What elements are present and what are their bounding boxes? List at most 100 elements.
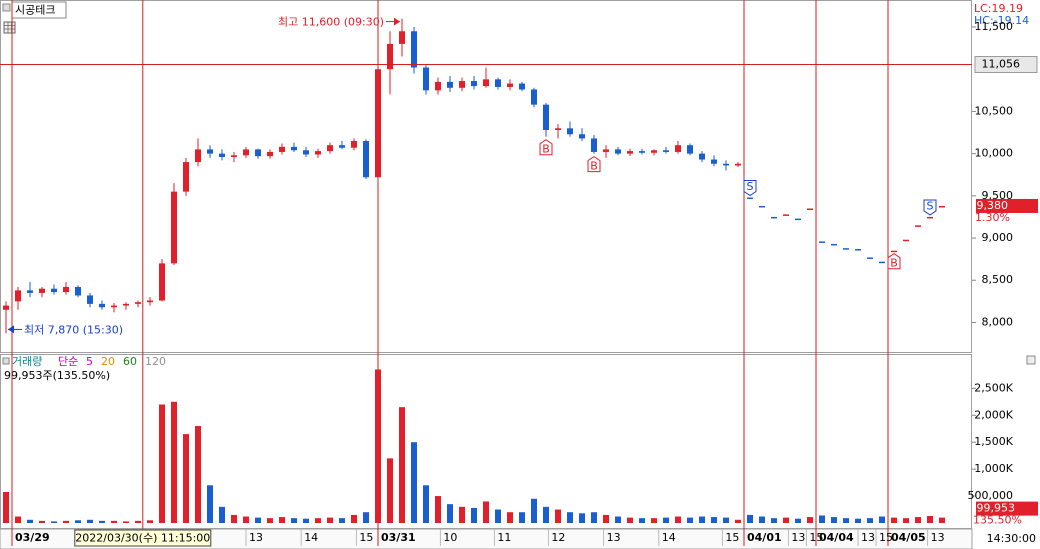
candle-body [99,303,105,308]
candle-body [867,257,873,259]
day-label: 04/05 [891,531,926,544]
candle-body [159,263,165,301]
candle-body [351,140,357,148]
volume-bar [411,442,417,523]
annotation-arrowhead [394,17,400,26]
volume-icon[interactable] [2,357,10,365]
candle-body [759,205,765,208]
volume-bar [483,501,489,523]
candle-body [399,31,405,44]
signal-marker [743,180,757,197]
volume-bar [315,518,321,523]
volume-bar [435,496,441,523]
hour-label: 13 [861,531,875,544]
day-label: 03/29 [15,531,50,544]
candle-body [387,43,393,70]
candle-body [639,151,645,153]
candle-body [675,145,681,152]
candle-body [27,290,33,293]
volume-bar [135,520,141,523]
y-tick-label: 10,000 [975,147,1014,160]
candle-body [459,81,465,88]
volume-bar [567,512,573,523]
volume-bar [375,369,381,523]
volume-bar [651,518,657,523]
volume-bar [219,506,225,523]
volume-bar [783,517,789,523]
close-icon[interactable] [1026,355,1036,365]
candle-body [531,89,537,105]
volume-bar [747,514,753,523]
candle-body [771,216,777,219]
volume-bar [327,517,333,523]
x-axis-strip [0,528,973,549]
hour-label: 15 [725,531,739,544]
candle-body [63,287,69,293]
price-panel [0,0,972,353]
ma-label: 단순 [58,355,78,368]
candle-body [123,303,129,306]
day-label: 03/31 [381,531,416,544]
volume-bar [495,509,501,523]
y-tick-label: 8,500 [982,273,1014,286]
candle-body [843,248,849,250]
panel-icon[interactable] [2,3,11,12]
volume-bar [711,517,717,523]
candle-body [615,149,621,154]
volume-bar [627,517,633,523]
volume-bar [243,516,249,523]
candle-body [855,249,861,251]
annotation-text: 최저 7,870 (15:30) [24,323,123,336]
volume-bar [423,485,429,523]
candle-body [435,81,441,91]
volume-bar [543,506,549,523]
candle-body [195,149,201,163]
signal-marker [539,139,553,156]
signal-marker [923,199,937,216]
volume-bar [879,516,885,523]
candle-body [303,150,309,155]
volume-bar [699,516,705,523]
hour-label: 11 [497,531,511,544]
volume-bar [507,512,513,523]
volume-bar [867,518,873,523]
candle-body [783,214,789,216]
candle-body [879,261,885,264]
ma-period: 20 [101,355,115,368]
candle-body [279,146,285,152]
volume-bar [231,514,237,523]
volume-bar [171,401,177,523]
volume-bar [387,458,393,523]
volume-bar [591,512,597,523]
grid-icon-lines [4,22,15,33]
volume-bar [603,514,609,523]
signal-label: B [542,143,550,156]
volume-bar [183,434,189,523]
candle-body [747,197,753,200]
volume-bar [639,518,645,523]
volume-bar [15,516,21,523]
candle-body [447,81,453,88]
candle-body [243,149,249,156]
candle-body [507,83,513,87]
hc-label: HC:-19.14 [974,14,1029,27]
v-tick-label: 1,000K [974,462,1013,475]
candle-body [627,151,633,154]
grid-icon[interactable] [3,21,16,34]
volume-bar [51,521,57,523]
candle-body [723,163,729,166]
v-tick-label: 2,000K [974,408,1013,421]
crosshair-y-label: 11,056 [982,57,1021,70]
volume-bar [123,521,129,523]
y-tick-label: 9,500 [982,189,1014,202]
volume-bar [519,512,525,523]
volume-info: 99,953주(135.50%) [4,369,110,382]
hour-label: 15 [879,531,893,544]
candle-body [171,191,177,264]
volume-bar [255,517,261,523]
signal-label: S [927,199,934,212]
hour-label: 13 [791,531,805,544]
signal-label: B [890,257,898,270]
